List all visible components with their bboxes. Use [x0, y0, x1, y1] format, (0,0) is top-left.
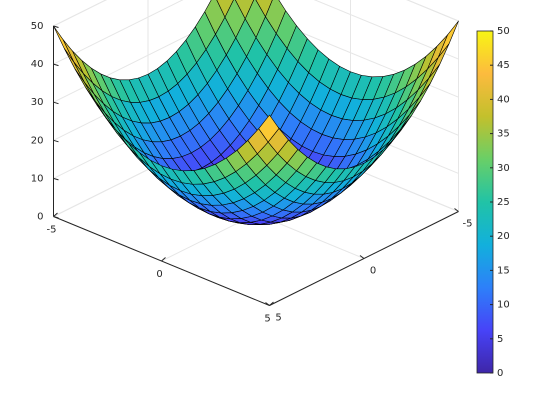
x-tick-mark [161, 257, 166, 262]
y-tick-mark [454, 208, 459, 212]
colorbar-tick-label: 35 [497, 129, 510, 140]
z-tick-mark [53, 139, 59, 143]
colorbar-tick-label: 0 [497, 368, 503, 379]
y-tick-mark [265, 302, 270, 306]
z-tick-label: 50 [31, 21, 44, 32]
surface-patch [437, 20, 459, 58]
colorbar-ticks: 0 5 10 15 20 25 30 35 40 45 50 [490, 26, 510, 379]
z-axis-ticks: 0 10 20 30 40 50 [31, 21, 59, 223]
colorbar-tick-label: 25 [497, 197, 510, 208]
x-tick-mark [269, 301, 274, 306]
surface-patch [62, 39, 84, 74]
colorbar-tick-label: 45 [497, 60, 510, 71]
colorbar-tick-label: 10 [497, 300, 510, 311]
colorbar: 0 5 10 15 20 25 30 35 40 45 50 [476, 26, 510, 379]
z-tick-label: 40 [31, 59, 44, 70]
x-tick-label: 0 [156, 269, 162, 280]
y-axis-ticks: -5 0 5 [265, 208, 473, 324]
x-axis-ticks: -5 0 5 [47, 212, 274, 325]
colorbar-tick-label: 20 [497, 231, 510, 242]
x-tick-label: 5 [264, 314, 270, 325]
y-tick-label: 0 [370, 266, 376, 277]
z-tick-mark [53, 101, 59, 105]
colorbar-tick-label: 40 [497, 94, 510, 105]
back-wall-edge [406, 0, 459, 22]
colorbar-tick-label: 50 [497, 26, 510, 37]
y-tick-label: -5 [463, 219, 473, 230]
z-tick-mark [53, 216, 59, 219]
colorbar-tick-label: 30 [497, 163, 510, 174]
colorbar-tick-label: 5 [497, 334, 503, 345]
back-wall-edge [53, 0, 107, 27]
z-tick-label: 10 [31, 173, 44, 184]
z-tick-mark [53, 177, 59, 181]
colorbar-tick-label: 15 [497, 265, 510, 276]
y-tick-mark [359, 255, 365, 259]
surface-mesh [53, 0, 459, 225]
surface-patch [258, 114, 280, 143]
x-tick-mark [53, 212, 58, 217]
x-tick-label: -5 [47, 225, 57, 236]
y-tick-label: 5 [275, 313, 281, 324]
z-tick-mark [53, 25, 59, 28]
surface-patch [53, 25, 75, 63]
z-tick-label: 20 [31, 135, 44, 146]
z-tick-label: 30 [31, 97, 44, 108]
z-tick-mark [53, 63, 59, 67]
z-tick-label: 0 [37, 212, 43, 223]
